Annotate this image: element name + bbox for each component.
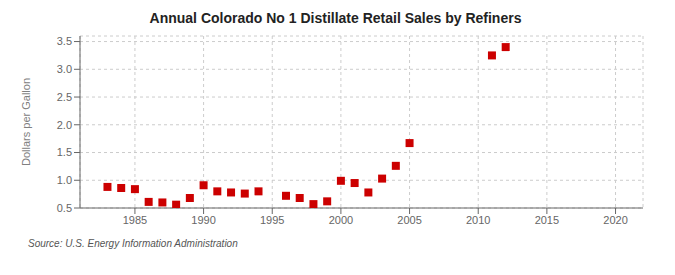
svg-text:2010: 2010 <box>466 214 490 226</box>
svg-text:2.5: 2.5 <box>57 91 72 103</box>
svg-text:2.0: 2.0 <box>57 119 72 131</box>
svg-text:2005: 2005 <box>397 214 421 226</box>
html-text:Annual Colorado No 1 Distillat: Annual Colorado No 1 Distillate Retail S… <box>149 10 522 26</box>
svg-text:Dollars per Gallon: Dollars per Gallon <box>20 78 32 166</box>
html-text:Source: U.S. Energy Informatio: Source: U.S. Energy Information Administ… <box>28 238 238 249</box>
svg-text:1.0: 1.0 <box>57 174 72 186</box>
svg-text:1985: 1985 <box>123 214 147 226</box>
svg-text:2020: 2020 <box>603 214 627 226</box>
svg-text:3.0: 3.0 <box>57 63 72 75</box>
svg-text:1995: 1995 <box>260 214 284 226</box>
svg-text:2015: 2015 <box>535 214 559 226</box>
svg-text:2000: 2000 <box>329 214 353 226</box>
svg-text:1.5: 1.5 <box>57 146 72 158</box>
svg-text:1990: 1990 <box>191 214 215 226</box>
svg-text:3.5: 3.5 <box>57 35 72 47</box>
svg-text:0.5: 0.5 <box>57 202 72 214</box>
